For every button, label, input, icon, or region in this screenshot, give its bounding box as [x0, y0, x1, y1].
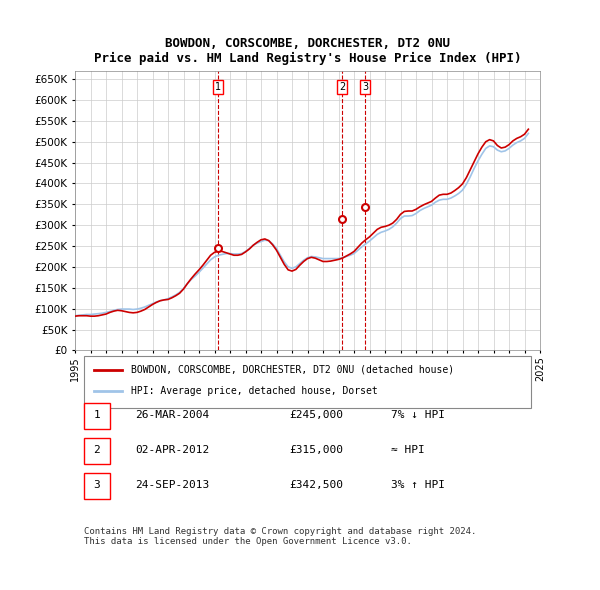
Title: BOWDON, CORSCOMBE, DORCHESTER, DT2 0NU
Price paid vs. HM Land Registry's House P: BOWDON, CORSCOMBE, DORCHESTER, DT2 0NU P… [94, 37, 521, 65]
Text: £342,500: £342,500 [289, 480, 343, 490]
Text: 26-MAR-2004: 26-MAR-2004 [136, 410, 210, 420]
Text: Contains HM Land Registry data © Crown copyright and database right 2024.
This d: Contains HM Land Registry data © Crown c… [84, 527, 476, 546]
Text: 3: 3 [94, 480, 100, 490]
Text: 1: 1 [215, 82, 221, 92]
Text: 1: 1 [94, 410, 100, 420]
Text: 2: 2 [94, 445, 100, 455]
Text: ≈ HPI: ≈ HPI [391, 445, 425, 455]
FancyBboxPatch shape [84, 356, 531, 408]
Text: HPI: Average price, detached house, Dorset: HPI: Average price, detached house, Dors… [131, 385, 377, 395]
FancyBboxPatch shape [84, 473, 110, 499]
Text: £315,000: £315,000 [289, 445, 343, 455]
Text: 3% ↑ HPI: 3% ↑ HPI [391, 480, 445, 490]
Text: £245,000: £245,000 [289, 410, 343, 420]
FancyBboxPatch shape [84, 438, 110, 464]
Text: BOWDON, CORSCOMBE, DORCHESTER, DT2 0NU (detached house): BOWDON, CORSCOMBE, DORCHESTER, DT2 0NU (… [131, 365, 454, 375]
Text: 3: 3 [362, 82, 368, 92]
Text: 2: 2 [339, 82, 346, 92]
Text: 02-APR-2012: 02-APR-2012 [136, 445, 210, 455]
Text: 24-SEP-2013: 24-SEP-2013 [136, 480, 210, 490]
FancyBboxPatch shape [84, 403, 110, 429]
Text: 7% ↓ HPI: 7% ↓ HPI [391, 410, 445, 420]
